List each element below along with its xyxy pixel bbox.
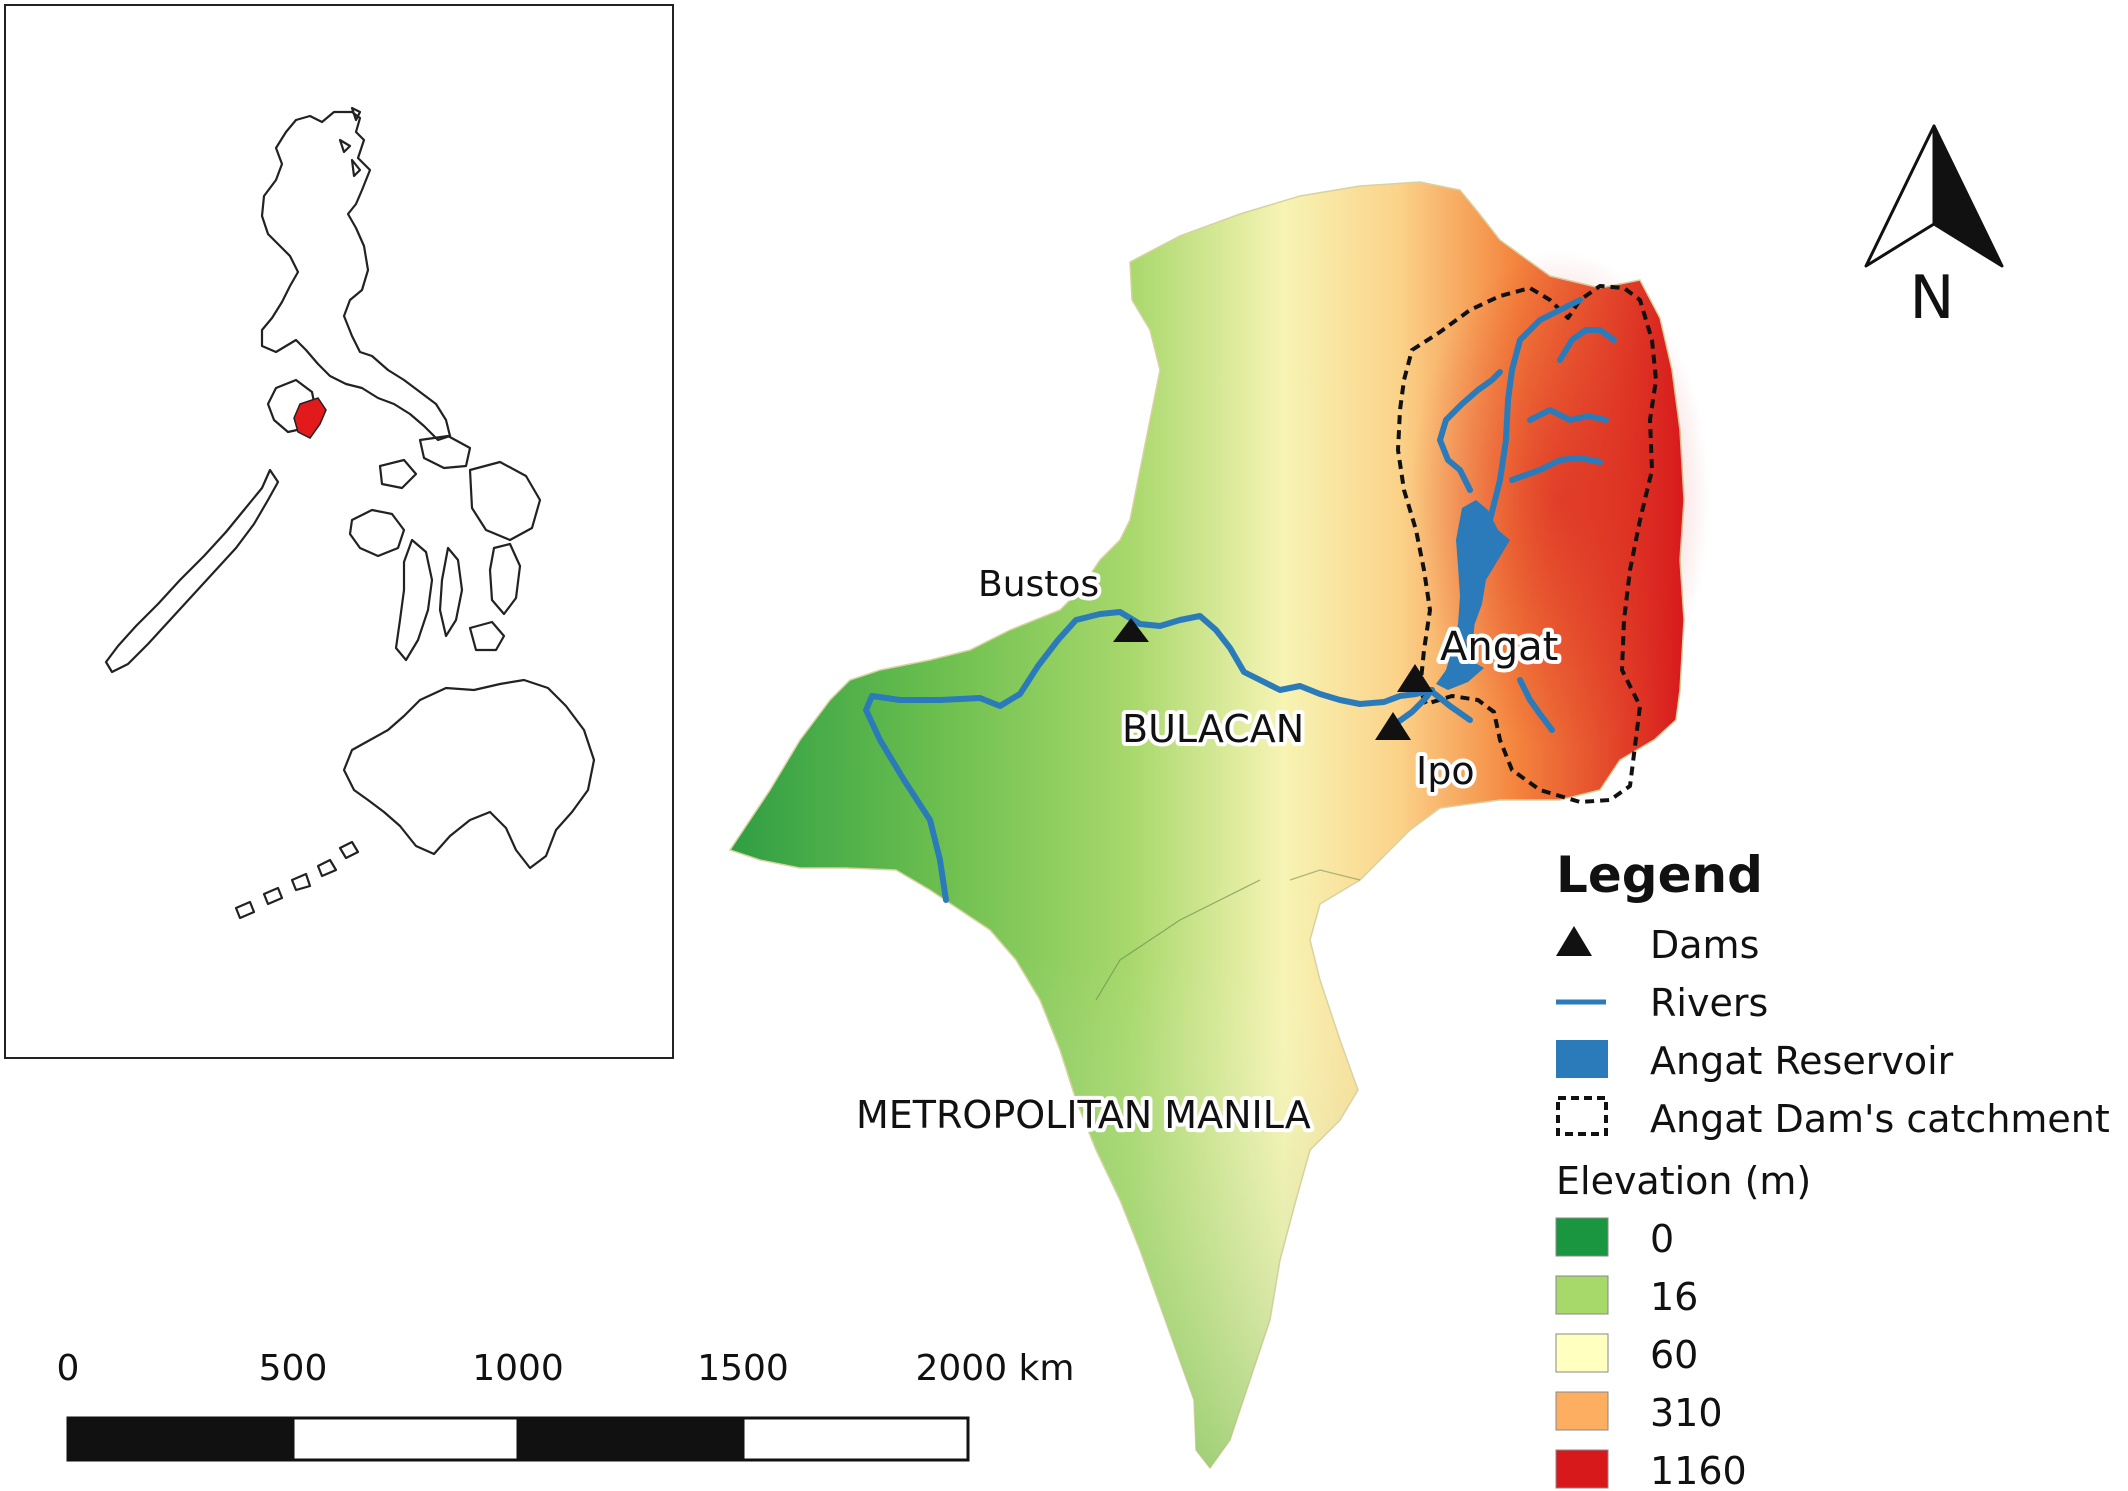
angat-reservoir <box>1436 500 1510 690</box>
legend-elev-swatch-1160 <box>1555 1449 1609 1489</box>
river-upper <box>1557 327 1617 363</box>
legend-elev-swatch-60 <box>1555 1333 1609 1373</box>
river-to-ipo <box>1395 687 1435 725</box>
label-metropolitan-manila: METROPOLITAN MANILA <box>856 1093 1311 1137</box>
dam-marker-bustos <box>1113 618 1149 642</box>
legend-title: Legend <box>1556 846 1763 904</box>
inset-map <box>4 4 674 1059</box>
legend-reservoir-label: Angat Reservoir <box>1650 1039 1954 1083</box>
study-area-highlight <box>293 397 327 439</box>
scale-segment-4 <box>741 1416 970 1462</box>
north-arrow-letter: N <box>1910 263 1955 333</box>
scale-bar: 0 500 1000 1500 2000 km <box>57 1348 1075 1462</box>
legend: Legend Dams Rivers Angat Reservoir Angat… <box>1555 846 2110 1491</box>
river-lower-east <box>1517 677 1555 733</box>
legend-elev-swatch-16 <box>1555 1275 1609 1315</box>
legend-dams-label: Dams <box>1650 923 1759 967</box>
main-map: Bustos BULACAN Angat Ipo METROPOLITAN MA… <box>728 181 1710 1470</box>
river-ne-trib <box>1527 407 1609 423</box>
legend-elev-swatch-0 <box>1555 1217 1609 1257</box>
legend-reservoir-swatch <box>1556 1040 1608 1078</box>
legend-catchment-swatch <box>1556 1096 1608 1136</box>
legend-elev-label-310: 310 <box>1650 1391 1723 1435</box>
main-river <box>863 609 1435 903</box>
philippines-outline <box>104 106 596 920</box>
legend-elev-label-16: 16 <box>1650 1275 1698 1319</box>
north-arrow-dark-half <box>1932 124 2004 268</box>
legend-elev-label-60: 60 <box>1650 1333 1698 1377</box>
scale-segment-1 <box>66 1416 295 1462</box>
dam-marker-angat <box>1397 664 1433 692</box>
river-east-trib <box>1509 455 1603 483</box>
legend-elevation-title: Elevation (m) <box>1556 1159 1811 1203</box>
label-bustos: Bustos <box>978 564 1099 605</box>
label-ipo: Ipo <box>1416 749 1475 793</box>
scale-tick-1000: 1000 <box>472 1348 564 1389</box>
river-south-trib <box>1427 687 1473 723</box>
dam-marker-ipo <box>1375 712 1411 740</box>
river-nw-trib <box>1437 369 1503 493</box>
legend-elev-swatch-310 <box>1555 1391 1609 1431</box>
scale-tick-500: 500 <box>259 1348 328 1389</box>
scale-segment-2 <box>291 1416 520 1462</box>
province-boundary <box>1289 869 1361 881</box>
north-arrow-icon <box>1864 124 1936 268</box>
inset-frame <box>4 4 674 1059</box>
label-angat: Angat <box>1440 624 1558 670</box>
highland-core <box>1410 250 1710 750</box>
legend-dams-icon <box>1556 926 1592 956</box>
scale-segment-3 <box>516 1416 745 1462</box>
scale-tick-0: 0 <box>57 1348 80 1389</box>
manila-boundary <box>1095 879 1261 1001</box>
scale-tick-2000-km: 2000 km <box>916 1348 1075 1389</box>
legend-elev-label-1160: 1160 <box>1650 1449 1747 1491</box>
legend-rivers-label: Rivers <box>1650 981 1768 1025</box>
scale-tick-1500: 1500 <box>697 1348 789 1389</box>
dams <box>1113 618 1433 740</box>
north-arrow: N <box>1864 124 2004 333</box>
label-bulacan: BULACAN <box>1122 707 1304 751</box>
legend-elev-label-0: 0 <box>1650 1217 1674 1261</box>
legend-catchment-label: Angat Dam's catchment <box>1650 1097 2110 1141</box>
